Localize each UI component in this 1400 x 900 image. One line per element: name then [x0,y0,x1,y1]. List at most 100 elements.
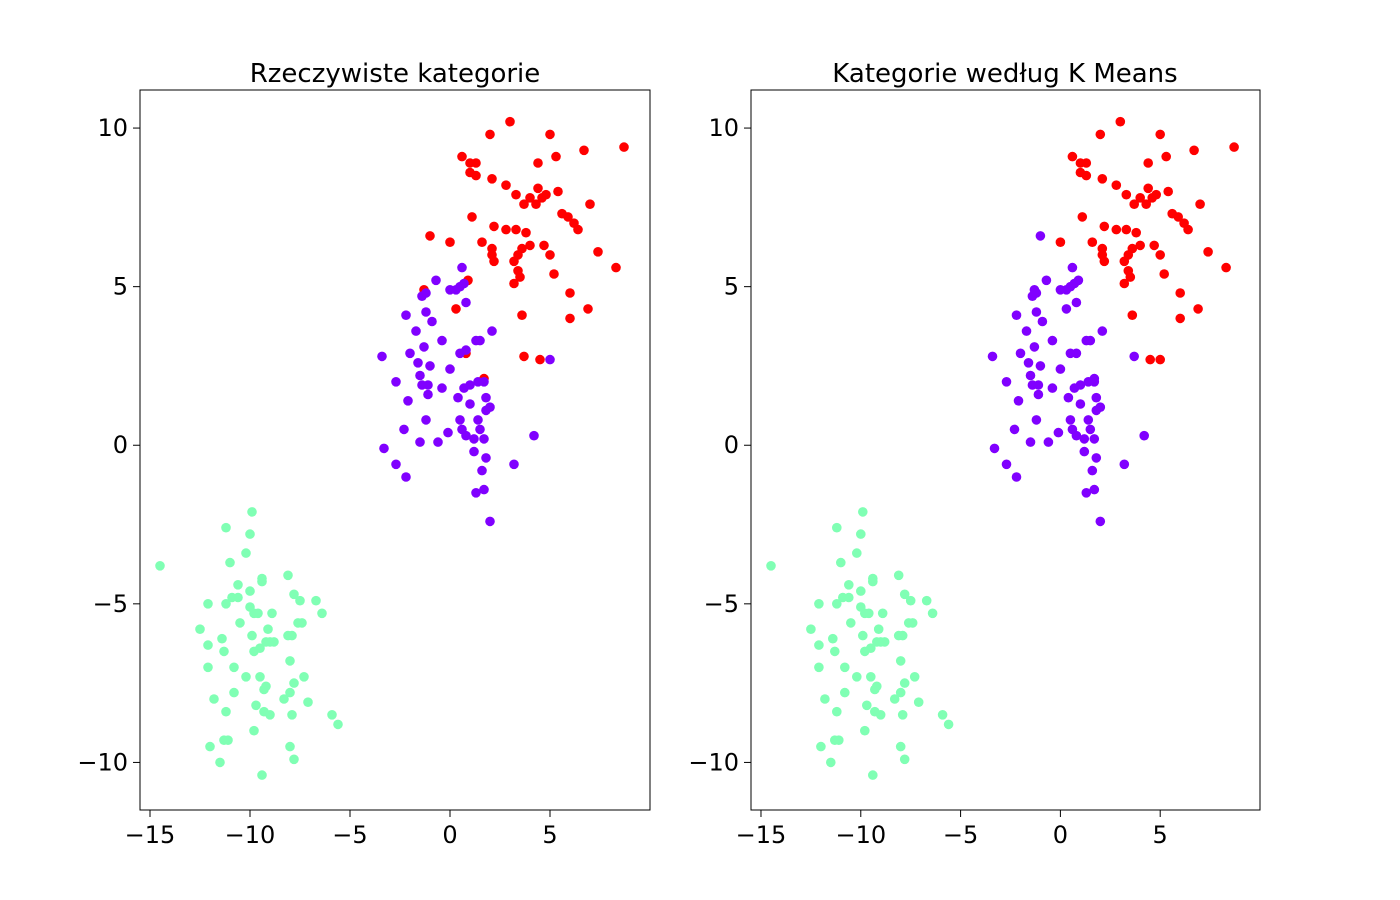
scatter-point-red [425,231,435,241]
scatter-point-red [1155,354,1165,365]
scatter-point-purple [1091,392,1102,403]
scatter-point-green [241,672,251,682]
scatter-point-green [289,754,299,765]
scatter-point-green [856,586,866,596]
scatter-point-purple [473,415,483,425]
scatter-point-purple [469,446,479,457]
scatter-point-green [820,694,830,704]
scatter-point-red [451,304,461,314]
scatter-point-green [219,735,229,745]
scatter-point-red [1189,145,1199,156]
scatter-point-green [209,694,219,704]
scatter-point-red [521,227,531,238]
scatter-point-red [1143,183,1153,194]
scatter-point-purple [1119,459,1130,470]
scatter-point-green [279,694,289,704]
scatter-point-green [255,672,265,682]
scatter-point-purple [485,516,495,527]
scatter-point-purple [471,488,481,498]
scatter-point-purple [479,434,489,444]
scatter-point-green [921,595,932,606]
x-tick-label: 0 [1053,821,1068,849]
scatter-point-green [217,633,227,644]
scatter-point-red [487,174,497,184]
scatter-point-red [471,158,481,168]
scatter-point-green [844,592,854,603]
scatter-point-purple [1079,446,1090,457]
scatter-point-red [1175,313,1185,324]
scatter-point-purple [1031,288,1042,298]
scatter-point-red [501,180,511,190]
scatter-point-green [247,630,257,641]
scatter-point-green [235,618,245,628]
scatter-point-purple [1081,488,1092,498]
scatter-point-purple [1069,278,1080,289]
scatter-point-purple [1055,364,1066,374]
axes-frame [750,89,1261,811]
x-tick-label: 5 [1153,821,1168,849]
scatter-point-purple [405,348,415,359]
scatter-point-green [905,595,916,606]
scatter-point-green [893,570,904,581]
scatter-point-purple [461,297,471,308]
scatter-point-green [875,710,886,720]
scatter-point-green [203,662,213,673]
scatter-point-red [1155,129,1165,140]
scatter-point-red [533,158,543,168]
scatter-point-red [1099,256,1110,267]
scatter-point-red [489,256,499,267]
scatter-point-purple [1035,361,1046,371]
scatter-point-purple [1089,484,1100,495]
scatter-point-green [221,522,231,533]
scatter-point-red [1183,224,1193,235]
scatter-point-purple [421,288,431,298]
y-tick-label: −5 [93,590,128,618]
scatter-point-red [467,212,477,222]
scatter-point-purple [461,430,471,441]
y-tick-label: 10 [97,114,128,142]
scatter-point-purple [415,437,425,447]
scatter-point-green [285,741,295,752]
scatter-point-green [832,706,842,717]
scatter-point-green [245,529,255,539]
scatter-point-purple [1041,275,1052,286]
scatter-point-purple [1047,335,1058,346]
scatter-point-purple [1029,342,1040,352]
scatter-point-purple [469,434,479,444]
scatter-point-green [203,640,213,650]
scatter-point-green [219,646,229,657]
scatter-point-green [913,697,924,707]
scatter-point-purple [399,424,409,435]
x-axis-ticks: −15 −10 −5 0 5 [125,810,558,849]
scatter-point-green [860,725,870,736]
scatter-point-red [1143,158,1153,168]
scatter-point-purple [1095,402,1106,413]
scatter-point-red [1161,151,1171,162]
scatter-point-purple [419,342,429,352]
scatter-point-green [233,580,243,590]
scatter-point-green [860,646,870,657]
y-tick-label: 10 [708,114,739,142]
scatter-point-green [289,678,299,688]
scatter-point-green [864,608,874,619]
scatter-point-green [215,757,225,768]
scatter-point-green [241,548,251,558]
scatter-point-purple [1013,396,1024,406]
scatter-point-green [327,710,337,720]
scatter-point-purple [427,316,437,327]
scatter-point-red [537,193,547,203]
scatter-point-green [862,700,872,711]
scatter-point-purple [1031,307,1042,317]
scatter-point-red [1221,262,1231,273]
scatter-point-purple [1025,370,1036,381]
scatter-point-red [513,250,523,260]
scatter-point-green [225,557,235,568]
y-tick-label: 0 [724,431,739,459]
scatter-point-purple [401,472,411,482]
scatter-point-purple [1053,427,1064,438]
scatter-point-purple [987,351,998,362]
scatter-point-purple [1065,415,1076,425]
scatter-point-green [285,687,295,698]
scatter-point-purple [1065,348,1076,359]
